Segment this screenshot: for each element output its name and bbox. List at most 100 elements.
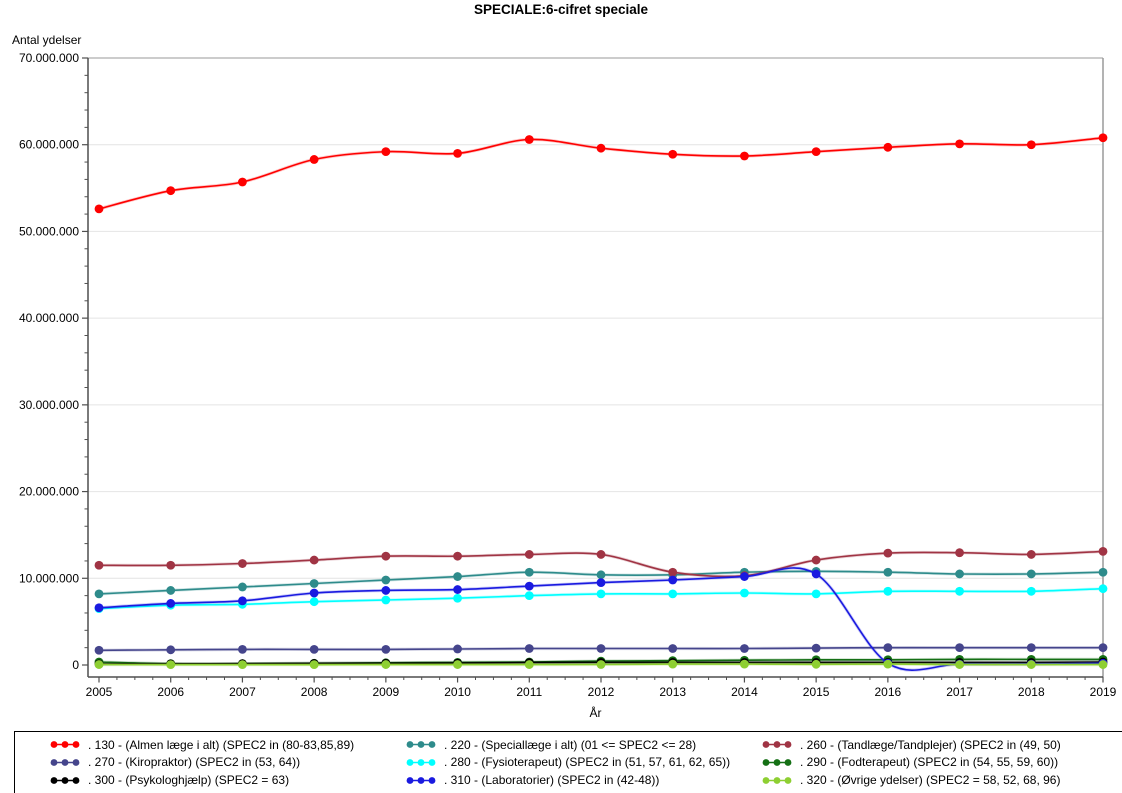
x-tick-label: 2019 [1090,685,1117,699]
x-tick-label: 2016 [875,685,902,699]
y-tick-label: 50.000.000 [19,224,79,238]
y-tick-label: 70.000.000 [19,51,79,65]
legend-marker-icon [50,741,80,749]
series-320-point [1098,660,1108,669]
series-280-point [309,597,319,607]
legend-item: . 280 - (Fysioterapeut) (SPEC2 in (51, 5… [405,756,761,768]
series-260-point [883,548,893,558]
legend-marker-icon [762,759,792,766]
series-130-point [94,204,104,214]
series-220-point [94,589,104,599]
series-270-point [955,643,964,653]
series-280-point [524,591,534,601]
legend-item-label: . 290 - (Fodterapeut) (SPEC2 in (54, 55,… [800,755,1059,770]
series-260-point [166,560,176,570]
series-280-point [381,595,391,605]
series-130-point [811,147,821,157]
legend-item-label: . 300 - (Psykologhjælp) (SPEC2 = 63) [88,773,290,788]
series-270-point [1098,643,1108,653]
legend-box: . 130 - (Almen læge i alt) (SPEC2 in (80… [14,731,1122,793]
x-tick-label: 2008 [301,685,328,699]
series-270-point [381,644,391,654]
series-270-point [811,643,821,653]
series-260-point [811,555,821,565]
series-270-point [166,645,176,655]
legend-item: . 310 - (Laboratorier) (SPEC2 in (42-48)… [405,774,761,786]
series-280-point [740,588,749,598]
series-130-point [524,135,534,144]
series-280-point [668,589,678,599]
x-tick-label: 2009 [373,685,400,699]
series-320-point [238,660,247,670]
series-130-point [740,151,749,161]
series-310-point [524,581,534,591]
series-320-point [309,660,319,670]
series-320-point [811,659,821,669]
series-280-point [596,589,606,599]
series-310-point [453,585,462,594]
series-310-point [596,578,606,588]
series-310-point [811,569,821,579]
legend-item: . 220 - (Speciallæge i alt) (01 <= SPEC2… [405,739,761,751]
series-310-point [166,599,176,608]
legend-item-label: . 280 - (Fysioterapeut) (SPEC2 in (51, 5… [444,755,731,770]
series-320-point [596,660,606,669]
series-320-point [668,659,678,669]
legend-marker-icon [762,741,792,749]
series-260-point [668,567,678,577]
x-tick-label: 2005 [86,685,113,699]
series-310-point [238,596,247,606]
legend-item: . 290 - (Fodterapeut) (SPEC2 in (54, 55,… [761,756,1122,768]
series-260-point [955,548,964,558]
legend-item: . 260 - (Tandlæge/Tandplejer) (SPEC2 in … [761,739,1122,751]
series-220-point [166,586,176,595]
x-tick-label: 2014 [731,685,758,699]
series-270-point [453,644,462,654]
series-220-point [883,567,893,577]
series-260-point [381,551,391,561]
series-220-point [309,579,319,588]
series-320-point [1026,660,1036,669]
series-320-point [94,660,104,669]
legend-marker-icon [406,776,436,784]
series-220-point [1098,567,1108,577]
x-tick-label: 2011 [516,685,542,699]
series-320-point [166,660,176,670]
series-220-point [1026,569,1036,579]
series-280-point [453,593,462,603]
series-220-point [453,572,462,581]
legend-item-label: . 220 - (Speciallæge i alt) (01 <= SPEC2… [444,737,697,752]
legend-marker-icon [50,759,80,766]
legend-item: . 320 - (Øvrige ydelser) (SPEC2 = 58, 52… [761,774,1122,786]
series-220-point [238,582,247,592]
series-260-point [453,551,462,561]
y-tick-label: 20.000.000 [19,485,79,499]
series-320-point [740,659,749,669]
legend-item: . 270 - (Kiropraktor) (SPEC2 in (53, 64)… [49,756,405,768]
y-tick-label: 60.000.000 [19,138,79,152]
legend-marker-icon [406,759,436,766]
series-270-point [524,644,534,653]
series-280-point [1026,586,1036,596]
series-130-point [453,148,462,158]
y-axis-title: Antal ydelser [12,33,81,47]
x-tick-label: 2018 [1018,685,1045,699]
series-320-point [955,660,964,669]
series-320-point [883,659,893,669]
series-260-point [238,559,247,568]
series-130-point [668,149,678,159]
series-270-point [94,645,104,655]
series-260-point [524,550,534,559]
legend-item-label: . 130 - (Almen læge i alt) (SPEC2 in (80… [88,737,355,752]
series-130-point [1026,140,1036,150]
series-270-point [596,644,606,653]
series-130-point [596,143,606,153]
series-220-point [381,575,391,585]
series-310-point [309,588,319,598]
series-310-point [381,586,391,595]
legend-item: . 300 - (Psykologhjælp) (SPEC2 = 63) [49,774,405,786]
legend-marker-icon [762,776,792,784]
series-310-point [740,572,749,581]
